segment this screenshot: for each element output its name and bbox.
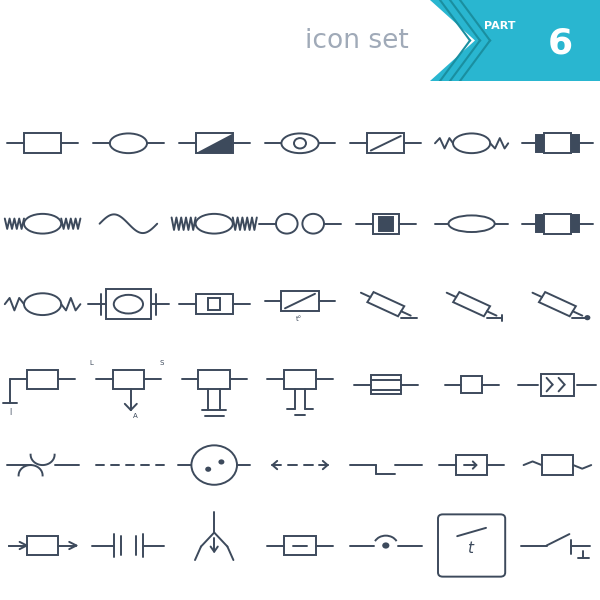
Circle shape [382, 542, 389, 548]
Bar [371, 375, 401, 394]
Circle shape [218, 460, 224, 464]
Text: t: t [467, 541, 473, 556]
Bar [536, 215, 543, 232]
Bar [281, 291, 319, 311]
Bar [208, 298, 220, 310]
Text: S: S [160, 361, 164, 367]
Bar [373, 214, 399, 233]
Bar [367, 133, 404, 153]
Text: PART: PART [484, 21, 516, 31]
Circle shape [584, 315, 590, 320]
Bar [113, 370, 144, 389]
Bar [284, 370, 316, 389]
Text: icon set: icon set [305, 28, 409, 54]
Polygon shape [430, 0, 600, 81]
Bar [544, 133, 571, 153]
Text: Electronic parts: Electronic parts [18, 28, 253, 54]
Circle shape [205, 467, 211, 472]
Text: A: A [133, 413, 137, 419]
Bar [106, 289, 151, 319]
Bar [461, 376, 482, 394]
Bar [196, 133, 233, 153]
Bar [379, 217, 393, 231]
Bar [536, 135, 543, 152]
Text: t°: t° [296, 316, 302, 322]
Bar [196, 295, 233, 314]
Text: I: I [9, 408, 11, 417]
Bar [27, 370, 58, 389]
Bar [541, 374, 574, 395]
Bar [284, 536, 316, 556]
Bar [544, 214, 571, 233]
Polygon shape [196, 134, 232, 152]
Text: L: L [90, 361, 94, 367]
Bar [542, 455, 573, 475]
Bar [456, 455, 487, 475]
Text: 6: 6 [547, 26, 572, 60]
Bar [199, 370, 230, 389]
Bar [572, 215, 579, 232]
Bar [24, 133, 61, 153]
Bar [572, 135, 579, 152]
Bar [27, 536, 58, 556]
